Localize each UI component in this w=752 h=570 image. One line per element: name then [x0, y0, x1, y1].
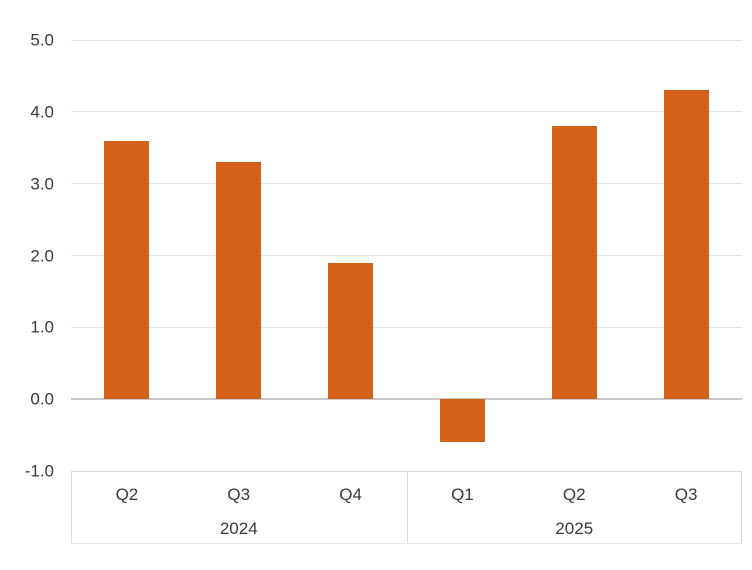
gridline	[71, 255, 742, 256]
y-axis-tick-label: -1.0	[24, 461, 54, 481]
bar-q1-2025	[439, 399, 485, 443]
gridline	[71, 39, 742, 41]
bar-q4-2024	[328, 262, 374, 400]
y-axis-tick-label: 2.0	[30, 246, 54, 265]
bar-q3-2024	[216, 162, 262, 400]
x-axis-category-label: Q4	[339, 485, 362, 504]
axis-group-separator	[406, 471, 408, 543]
y-axis-tick-label: 0.0	[30, 389, 54, 409]
x-axis-category-label: Q3	[227, 485, 251, 504]
axis-group-separator	[71, 471, 72, 543]
zero-axis-line	[71, 398, 742, 401]
y-axis-tick-label: 4.0	[30, 102, 54, 122]
y-axis-tick-label: 5.0	[30, 30, 54, 50]
x-axis-category-label: Q1	[451, 485, 474, 504]
x-axis-category-label: Q2	[562, 485, 586, 504]
y-axis-tick-label: 1.0	[30, 317, 54, 337]
x-axis-group-label: 2025	[555, 519, 594, 538]
x-axis-group-label: 2024	[219, 519, 258, 538]
x-axis-category-label: Q3	[674, 485, 698, 504]
gridline	[71, 326, 742, 328]
gridline	[71, 111, 742, 113]
axis-group-separator	[741, 471, 742, 543]
gridline	[71, 183, 742, 185]
bar-q2-2025	[551, 126, 597, 400]
bar-q3-2025	[663, 90, 709, 400]
y-axis-tick-label: 3.0	[30, 174, 54, 194]
axis-label-area-border	[71, 543, 742, 544]
bar-q2-2024	[104, 140, 150, 400]
x-axis-category-label: Q2	[115, 485, 139, 504]
